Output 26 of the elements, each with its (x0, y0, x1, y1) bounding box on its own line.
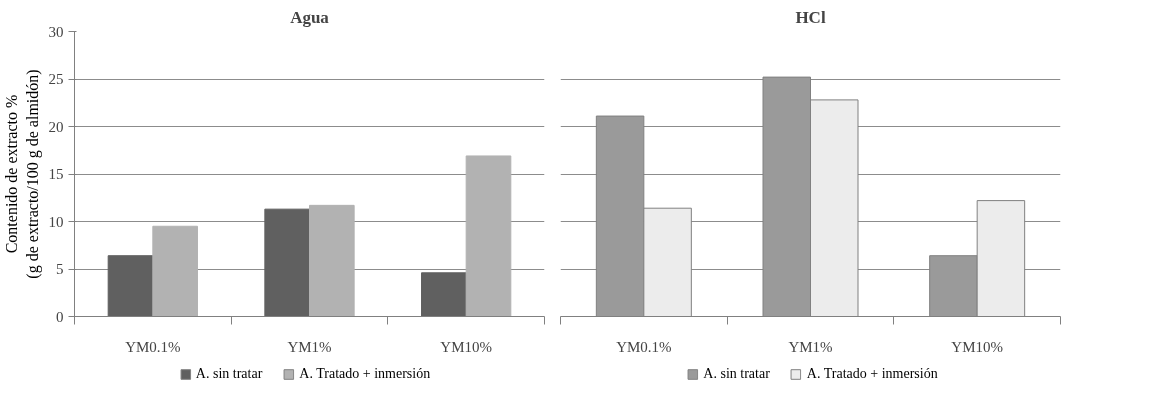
y-tick-label: 0 (56, 308, 64, 325)
y-axis-title: Contenido de extracto % (g de extracto/100 g de almidón) (3, 69, 42, 279)
legend-label: A. sin tratar (195, 366, 263, 382)
x-tick-label: YM10% (440, 338, 493, 355)
bar (421, 272, 467, 317)
bar (264, 208, 310, 317)
bar (309, 204, 355, 317)
y-tick-label: 25 (48, 71, 64, 87)
y-tick-label: 15 (48, 166, 64, 182)
chart-title: HCl (795, 7, 826, 27)
x-tick-label: YM1% (287, 338, 332, 355)
x-tick-label: YM0.1% (616, 338, 672, 355)
x-tick-label: YM0.1% (125, 338, 181, 355)
y-tick-label: 30 (48, 23, 64, 40)
bar (465, 155, 512, 317)
legend-label: A. Tratado + inmersión (299, 366, 431, 382)
y-tick-label: 5 (56, 261, 64, 277)
bar (107, 255, 154, 317)
bar (152, 225, 198, 317)
y-tick-label: 10 (48, 213, 64, 230)
legend-label: A. sin tratar (703, 366, 770, 382)
legend-label: A. Tratado + inmersión (806, 366, 938, 382)
y-tick-label: 20 (48, 118, 64, 135)
chart-title: Agua (290, 7, 330, 27)
x-tick-label: YM1% (788, 338, 833, 355)
x-tick-label: YM10% (951, 338, 1004, 355)
